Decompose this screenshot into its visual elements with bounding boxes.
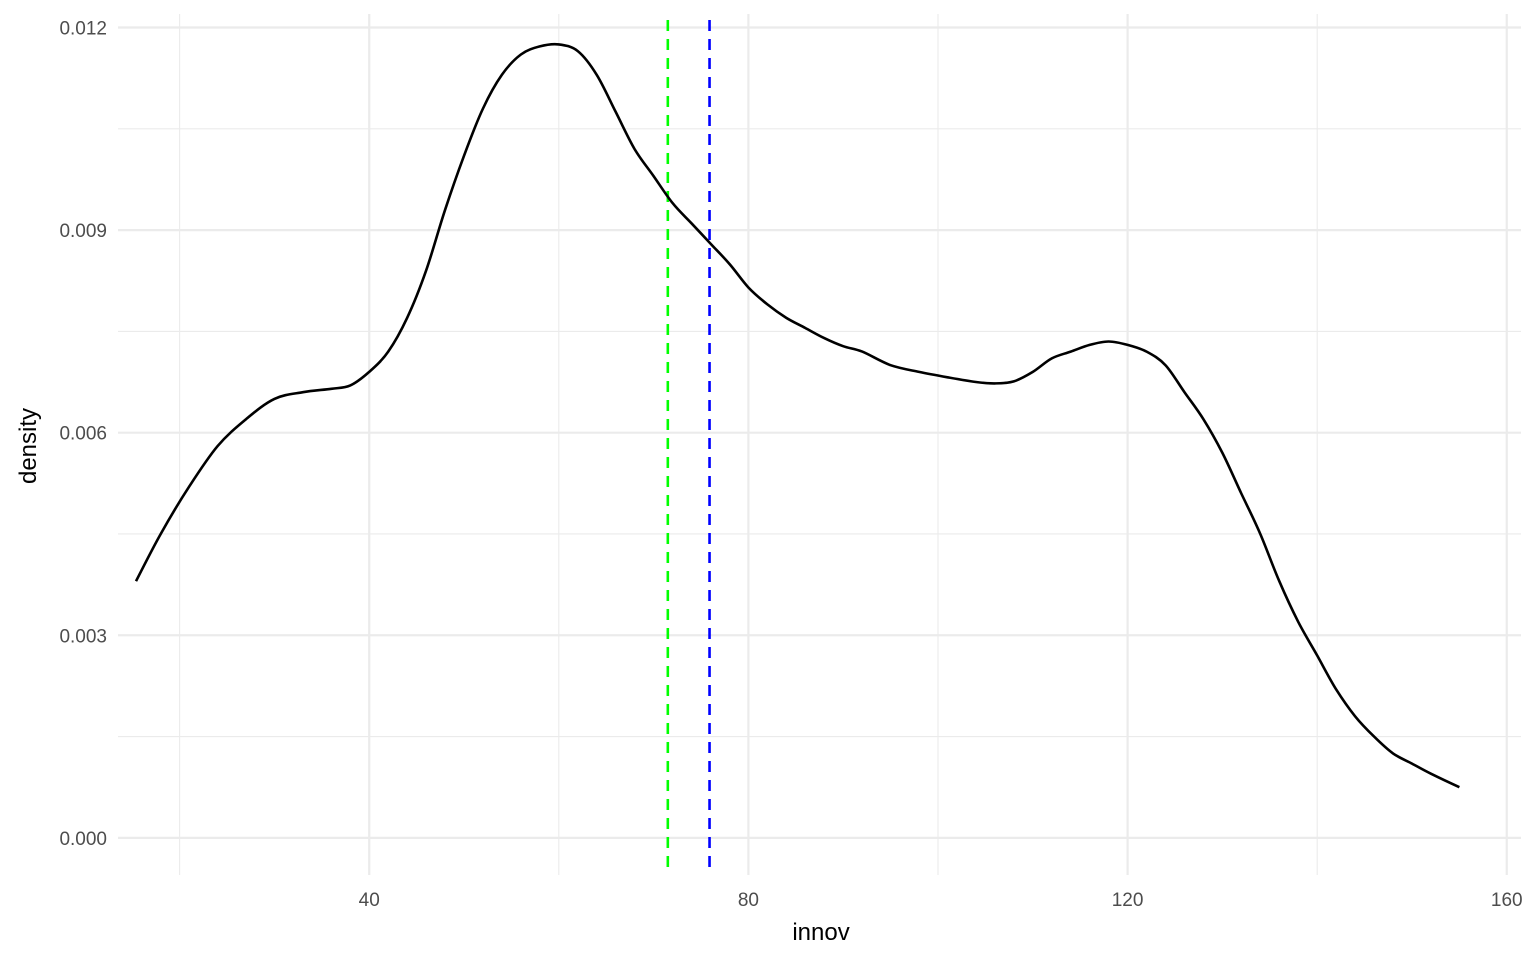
x-tick-label-2: 120 [1112, 890, 1144, 911]
x-axis-tick-labels: 40 80 120 160 [359, 890, 1523, 911]
y-tick-label-3: 0.009 [59, 221, 107, 242]
minor-grid-lines [118, 14, 1521, 875]
x-tick-label-3: 160 [1491, 890, 1523, 911]
x-axis-title: innov [792, 919, 849, 946]
series-lines [134, 42, 1460, 789]
density-curve-0 [134, 42, 1460, 789]
y-tick-label-2: 0.006 [59, 424, 107, 445]
reference-lines [666, 20, 711, 875]
y-tick-label-1: 0.003 [59, 626, 107, 647]
y-tick-label-0: 0.000 [59, 829, 107, 850]
y-axis-title: density [15, 408, 42, 484]
y-axis-tick-labels: 0.000 0.003 0.006 0.009 0.012 [59, 19, 107, 850]
x-tick-label-0: 40 [359, 890, 380, 911]
major-grid-lines [118, 14, 1521, 875]
y-tick-label-4: 0.012 [59, 19, 107, 40]
x-tick-label-1: 80 [738, 890, 759, 911]
